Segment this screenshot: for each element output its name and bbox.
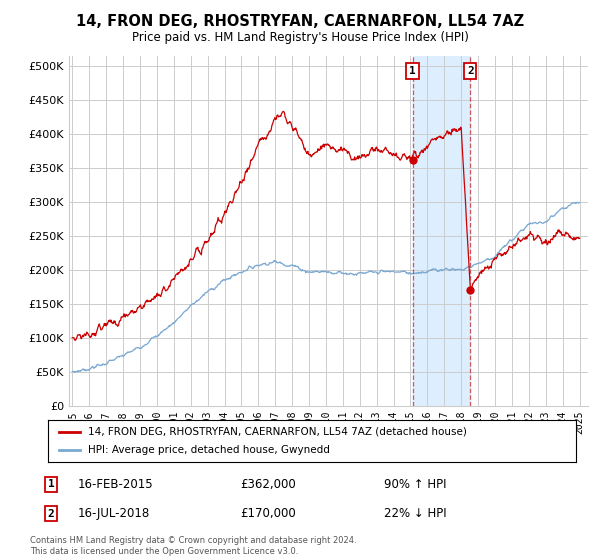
Text: £362,000: £362,000 <box>240 478 296 491</box>
Bar <box>413 56 470 406</box>
Text: 90% ↑ HPI: 90% ↑ HPI <box>384 478 446 491</box>
Text: 14, FRON DEG, RHOSTRYFAN, CAERNARFON, LL54 7AZ: 14, FRON DEG, RHOSTRYFAN, CAERNARFON, LL… <box>76 14 524 29</box>
Text: HPI: Average price, detached house, Gwynedd: HPI: Average price, detached house, Gwyn… <box>88 445 329 455</box>
Text: 16-FEB-2015: 16-FEB-2015 <box>78 478 154 491</box>
Text: £170,000: £170,000 <box>240 507 296 520</box>
Text: 2: 2 <box>47 508 55 519</box>
Text: 1: 1 <box>409 66 416 76</box>
Text: 1: 1 <box>47 479 55 489</box>
Text: 16-JUL-2018: 16-JUL-2018 <box>78 507 150 520</box>
Text: Price paid vs. HM Land Registry's House Price Index (HPI): Price paid vs. HM Land Registry's House … <box>131 31 469 44</box>
Text: 22% ↓ HPI: 22% ↓ HPI <box>384 507 446 520</box>
Text: Contains HM Land Registry data © Crown copyright and database right 2024.
This d: Contains HM Land Registry data © Crown c… <box>30 536 356 556</box>
Text: 2: 2 <box>467 66 474 76</box>
Text: 14, FRON DEG, RHOSTRYFAN, CAERNARFON, LL54 7AZ (detached house): 14, FRON DEG, RHOSTRYFAN, CAERNARFON, LL… <box>88 427 466 437</box>
